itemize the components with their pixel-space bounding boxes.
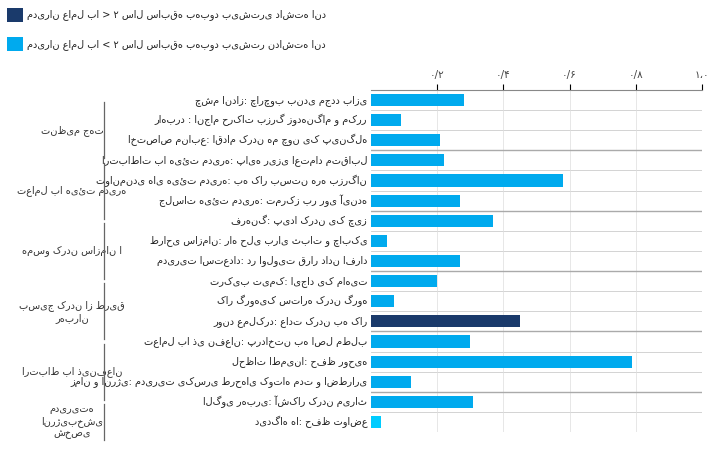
Text: تعامل با هیئت مدیره: تعامل با هیئت مدیره	[17, 185, 127, 196]
Text: تنظیم جهت: تنظیم جهت	[40, 125, 104, 136]
Text: ترکیب تیمک: ایجاد یک ماهیت: ترکیب تیمک: ایجاد یک ماهیت	[210, 276, 367, 287]
Text: زمان و انرژی: مدیریت یکسری طرحهای کوتاه مدت و اضطراری: زمان و انرژی: مدیریت یکسری طرحهای کوتاه …	[70, 376, 367, 387]
Bar	[371, 134, 441, 146]
Bar	[371, 235, 387, 247]
Text: همسو کردن سازمان ا: همسو کردن سازمان ا	[22, 245, 122, 256]
Text: مدیران عامل با < ۲ سال سابقه بهبود بیشتر نداشته اند: مدیران عامل با < ۲ سال سابقه بهبود بیشتر…	[27, 39, 326, 50]
Bar	[371, 396, 474, 408]
Bar	[371, 376, 410, 388]
Bar	[371, 215, 493, 227]
Text: چشم انداز: چارچوب بندی مجدد بازی: چشم انداز: چارچوب بندی مجدد بازی	[195, 94, 367, 106]
Bar	[371, 154, 444, 166]
Text: لحظات اطمینا: حفظ روحیه: لحظات اطمینا: حفظ روحیه	[232, 356, 367, 367]
Text: بسیج کردن از طریق
رهبران: بسیج کردن از طریق رهبران	[19, 300, 125, 323]
Text: تعامل با ذی نفعان: پرداختن به اصل مطلب: تعامل با ذی نفعان: پرداختن به اصل مطلب	[144, 336, 367, 347]
Bar	[371, 175, 563, 187]
Text: ارتباطات با هیئت مدیره: پایه ریزی اعتماد متقابل: ارتباطات با هیئت مدیره: پایه ریزی اعتماد…	[102, 155, 367, 166]
Text: جلسات هیئت مدیره: تمرکز بر روی آینده: جلسات هیئت مدیره: تمرکز بر روی آینده	[159, 194, 367, 207]
Text: مدیریت استعداد: در اولویت قرار دادن افراد: مدیریت استعداد: در اولویت قرار دادن افرا…	[157, 256, 367, 266]
Text: فرهنگ: پیدا کردن یک چیز: فرهنگ: پیدا کردن یک چیز	[231, 215, 367, 227]
Text: روند عملکرد: عادت کردن به کار: روند عملکرد: عادت کردن به کار	[213, 316, 367, 327]
Bar	[371, 114, 400, 126]
Text: دیدگاه ها: حفظ تواضع: دیدگاه ها: حفظ تواضع	[255, 416, 367, 428]
Text: طراحی سازمان: راه حلی برای ثبات و چابکی: طراحی سازمان: راه حلی برای ثبات و چابکی	[150, 235, 367, 246]
Text: مدیران عامل با > ۲ سال سابقه بهبود بیشتری داشته اند: مدیران عامل با > ۲ سال سابقه بهبود بیشتر…	[27, 9, 326, 20]
Text: الگوی رهبری: آشکار کردن میراث: الگوی رهبری: آشکار کردن میراث	[203, 396, 367, 408]
Text: راهبرد : انجام حرکات بزرگ زودهنگام و مکرر: راهبرد : انجام حرکات بزرگ زودهنگام و مکر…	[155, 114, 367, 126]
Bar	[371, 194, 460, 207]
Text: ارتباط با ذینفعان: ارتباط با ذینفعان	[22, 366, 122, 377]
Bar	[371, 356, 632, 368]
Text: توانمندی های هیئت مدیره: به کار بستن هره بزرگان: توانمندی های هیئت مدیره: به کار بستن هره…	[96, 175, 367, 187]
Bar	[371, 255, 460, 267]
Text: کار گروهیک ستاره کردن گروه: کار گروهیک ستاره کردن گروه	[217, 295, 367, 307]
Bar	[371, 275, 437, 287]
Bar	[371, 295, 394, 307]
Bar	[371, 94, 464, 106]
Bar	[371, 335, 470, 347]
Text: مدیریته
انرژیبخشی
شخصی: مدیریته انرژیبخشی شخصی	[41, 405, 103, 440]
Text: اختصاص منابع: اقدام کردن هم چون یک پینگله: اختصاص منابع: اقدام کردن هم چون یک پینگل…	[128, 134, 367, 146]
Bar	[371, 315, 520, 328]
Bar	[371, 416, 381, 428]
